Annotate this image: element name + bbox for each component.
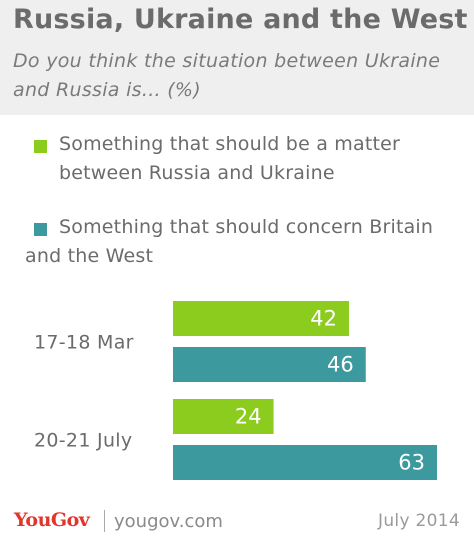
bar-concern-britain-west <box>173 445 437 480</box>
yougov-logo: YouGov <box>14 509 90 531</box>
category-label: 20-21 July <box>34 430 132 452</box>
category-label: 17-18 Mar <box>34 332 134 354</box>
chart-title: Russia, Ukraine and the West <box>13 4 468 35</box>
chart-header: Russia, Ukraine and the West Do you thin… <box>0 0 474 115</box>
legend-swatch-green <box>34 140 47 153</box>
legend-swatch-teal <box>34 223 47 236</box>
bar-value-label: 42 <box>310 307 337 331</box>
bar-value-label: 63 <box>398 451 425 475</box>
bar-value-label: 24 <box>235 405 262 429</box>
legend-label: Something that should concern Britain an… <box>25 216 434 267</box>
bar-matter-between-russia-ukraine <box>173 301 349 336</box>
bar-matter-between-russia-ukraine <box>173 399 274 434</box>
bar-value-label: 46 <box>327 353 354 377</box>
legend-label: Something that should be a matter betwee… <box>59 133 401 184</box>
chart-subtitle: Do you think the situation between Ukrai… <box>13 50 441 101</box>
footer-divider <box>104 510 105 532</box>
bar-concern-britain-west <box>173 347 366 382</box>
footer-date: July 2014 <box>378 511 460 531</box>
footer-url: yougov.com <box>114 511 223 532</box>
